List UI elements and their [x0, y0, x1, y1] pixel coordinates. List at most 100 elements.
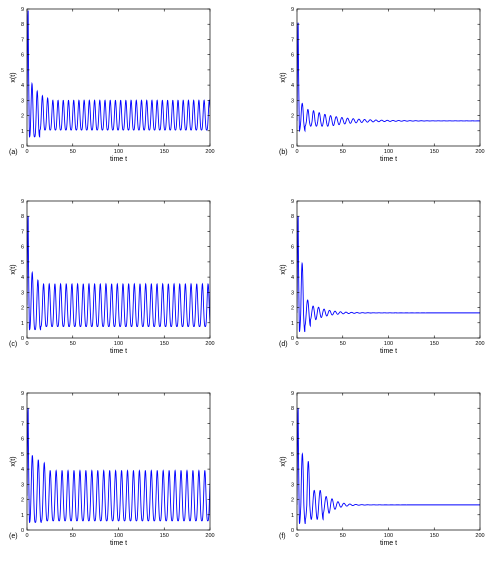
x-tick-label: 50 [340, 341, 346, 347]
x-tick-label: 0 [25, 341, 28, 347]
x-axis-label: time t [380, 348, 397, 355]
y-tick-label: 7 [291, 37, 294, 43]
y-tick-label: 6 [21, 245, 24, 251]
y-tick-label: 0 [21, 528, 24, 534]
x-tick-label: 200 [475, 533, 484, 539]
y-tick-label: 3 [291, 482, 294, 488]
y-tick-label: 3 [21, 482, 24, 488]
series-line [297, 22, 480, 133]
panel-label: (c) [9, 341, 17, 348]
x-tick-label: 0 [25, 533, 28, 539]
y-tick-label: 7 [21, 229, 24, 235]
y-tick-label: 5 [21, 68, 24, 74]
y-tick-label: 5 [21, 452, 24, 458]
chart-panel-e: 0 50 100 150 200 0 1 2 3 4 5 6 7 8 9 time t x(t) (e) [9, 391, 215, 547]
panel-label: (a) [9, 149, 18, 156]
chart-panel-f: 0 50 100 150 200 0 1 2 3 4 5 6 7 8 9 time t x(t) (f) [279, 391, 485, 547]
y-tick-label: 8 [21, 406, 24, 412]
chart-panel-a: 0 50 100 150 200 0 1 2 3 4 5 6 7 8 9 time t x(t) (a) [9, 7, 215, 163]
axes-frame [296, 8, 481, 147]
x-axis-label: time t [110, 540, 127, 547]
x-tick-label: 0 [295, 341, 298, 347]
y-tick-label: 4 [21, 275, 24, 281]
y-tick-label: 6 [291, 437, 294, 443]
y-tick-label: 7 [21, 421, 24, 427]
y-tick-label: 0 [291, 336, 294, 342]
y-tick-label: 9 [291, 391, 294, 397]
y-tick-label: 9 [291, 199, 294, 205]
x-tick-label: 150 [430, 341, 439, 347]
y-tick-label: 3 [21, 290, 24, 296]
x-tick-label: 100 [114, 533, 123, 539]
y-tick-label: 0 [291, 528, 294, 534]
y-tick-label: 7 [21, 37, 24, 43]
y-tick-label: 9 [21, 199, 24, 205]
x-tick-label: 100 [384, 149, 393, 155]
x-tick-label: 200 [475, 149, 484, 155]
y-tick-label: 0 [21, 144, 24, 150]
y-tick-label: 8 [291, 214, 294, 220]
y-axis-label: x(t) [10, 264, 17, 274]
y-axis-label: x(t) [10, 456, 17, 466]
x-axis-label: time t [380, 540, 397, 547]
y-tick-label: 4 [291, 275, 294, 281]
panel-label: (e) [9, 533, 18, 540]
y-tick-label: 6 [291, 53, 294, 59]
x-tick-label: 100 [384, 341, 393, 347]
chart-panel-c: 0 50 100 150 200 0 1 2 3 4 5 6 7 8 9 time t x(t) (c) [9, 199, 215, 355]
chart-panel-b: 0 50 100 150 200 0 1 2 3 4 5 6 7 8 9 time t x(t) (b) [279, 7, 485, 163]
y-tick-label: 5 [291, 452, 294, 458]
x-axis-label: time t [110, 156, 127, 163]
y-tick-label: 9 [21, 391, 24, 397]
series-line [297, 216, 480, 333]
y-tick-label: 4 [291, 467, 294, 473]
y-tick-label: 8 [291, 22, 294, 28]
y-tick-label: 2 [291, 498, 294, 504]
x-tick-label: 150 [160, 341, 169, 347]
x-tick-label: 200 [205, 341, 214, 347]
x-tick-label: 100 [384, 533, 393, 539]
x-tick-label: 200 [205, 533, 214, 539]
y-tick-label: 8 [21, 22, 24, 28]
y-tick-label: 3 [291, 98, 294, 104]
y-tick-label: 1 [21, 129, 24, 135]
y-tick-label: 2 [291, 114, 294, 120]
y-tick-label: 4 [291, 83, 294, 89]
y-tick-label: 3 [21, 98, 24, 104]
y-axis-label: x(t) [280, 264, 287, 274]
y-tick-label: 5 [291, 68, 294, 74]
x-tick-label: 50 [70, 533, 76, 539]
axes-frame [296, 200, 481, 339]
x-tick-label: 50 [70, 341, 76, 347]
x-axis-label: time t [110, 348, 127, 355]
x-tick-label: 100 [114, 341, 123, 347]
y-tick-label: 1 [291, 129, 294, 135]
panel-label: (f) [279, 533, 286, 540]
y-tick-label: 9 [21, 7, 24, 13]
x-tick-label: 150 [430, 149, 439, 155]
y-tick-label: 1 [291, 321, 294, 327]
y-tick-label: 1 [291, 513, 294, 519]
x-tick-label: 150 [160, 149, 169, 155]
x-tick-label: 0 [295, 149, 298, 155]
panel-label: (d) [279, 341, 288, 348]
y-tick-label: 5 [21, 260, 24, 266]
y-axis-label: x(t) [10, 72, 17, 82]
y-tick-label: 4 [21, 83, 24, 89]
y-tick-label: 7 [291, 421, 294, 427]
y-tick-label: 3 [291, 290, 294, 296]
y-tick-label: 2 [21, 114, 24, 120]
series-line [27, 408, 210, 524]
y-tick-label: 8 [291, 406, 294, 412]
y-tick-label: 2 [291, 306, 294, 312]
x-tick-label: 50 [340, 149, 346, 155]
series-line [27, 216, 210, 331]
y-tick-label: 6 [21, 53, 24, 59]
x-tick-label: 0 [295, 533, 298, 539]
y-tick-label: 0 [291, 144, 294, 150]
x-tick-label: 200 [205, 149, 214, 155]
y-tick-label: 2 [21, 306, 24, 312]
y-axis-label: x(t) [280, 72, 287, 82]
x-tick-label: 50 [70, 149, 76, 155]
